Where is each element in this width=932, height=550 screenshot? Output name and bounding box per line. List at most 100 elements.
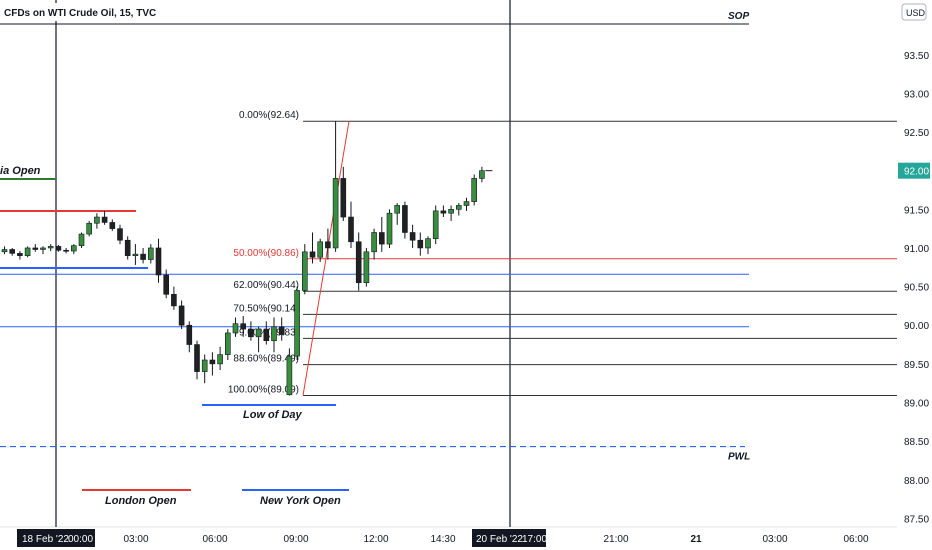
candle [217,346,223,371]
candle-body [140,253,146,260]
candle [317,238,324,262]
candle [132,244,139,265]
candle [1,246,8,255]
candle [78,232,85,248]
candle [71,244,77,255]
time-tick-label: 03:00 [123,534,148,545]
candle [40,246,46,255]
candle-body [171,294,177,307]
candle-body [363,251,370,284]
candle-body [94,216,100,224]
candle [201,354,208,384]
candle-body [109,222,116,229]
candle-body [332,178,339,249]
candle [117,224,123,245]
candle [301,244,308,295]
time-tick-label: 21 [690,534,702,545]
candle [101,210,108,225]
candle [140,247,146,264]
candle-body [71,245,77,252]
candle [402,201,408,239]
candle [386,209,393,248]
candle-body [24,247,31,256]
date-tag-left [17,529,95,547]
candle-body [402,205,408,233]
candle [394,203,401,225]
candle [479,166,485,183]
candle [278,317,285,341]
candle [340,166,347,221]
candle [355,232,362,291]
candle [263,321,270,345]
candle-body [463,201,470,206]
candle-body [471,178,478,202]
candle [432,205,439,245]
price-tick-label: 93.00 [904,89,929,100]
fib-level-label: 62.00%(90.44) [233,280,299,291]
price-tick-label: 90.00 [904,321,929,332]
currency-label: USD [906,8,926,18]
candle-body [340,178,347,218]
candle-body [409,232,416,241]
fib-level-label: 88.60%(89.49) [233,354,299,365]
candle-body [263,328,270,341]
price-axis [897,0,932,550]
price-tick-label: 88.00 [904,476,929,487]
candle-body [178,305,185,326]
candle [17,251,23,260]
title-background [0,3,134,21]
time-tick-label: 12:00 [363,534,388,545]
candle [425,236,431,255]
candle [9,247,15,256]
candle-body [132,253,139,256]
candle [294,286,300,360]
candle-body [271,326,277,341]
candle-body [186,324,193,345]
candle-body [17,253,23,256]
candle [455,203,462,216]
candle-body [148,247,154,260]
candle [63,247,69,254]
candle [409,224,416,248]
candle-body [117,228,123,241]
candle-body [155,247,162,276]
date-tag-left-time: 00:00 [68,534,93,545]
candle-body [294,290,300,357]
low-of-day-label: Low of Day [243,409,303,421]
price-tick-label: 87.50 [904,514,929,525]
candle [363,247,370,287]
price-tick-label: 92.50 [904,128,929,139]
price-tick-label: 91.50 [904,205,929,216]
candle [378,217,385,252]
candle [309,232,316,264]
candle [463,197,470,211]
candle-body [479,170,485,179]
candle-body [225,332,231,355]
date-tag-left-label: 18 Feb '22 [22,534,69,545]
candle [371,228,377,260]
candle [209,352,216,376]
candle-body [217,354,223,365]
candle [417,232,424,256]
candle-body [448,209,454,214]
price-tick-label: 89.50 [904,360,929,371]
chart-title: CFDs on WTI Crude Oil, 15, TVC [4,8,156,19]
candle [24,246,31,258]
candle-body [9,249,15,254]
candle [286,348,293,396]
candle-body [86,222,92,235]
candle [348,201,354,248]
candle-body [378,232,385,245]
price-tick-label: 88.50 [904,437,929,448]
price-tick-label: 89.00 [904,399,929,410]
candle-body [101,216,108,223]
candle-body [348,216,354,243]
candle-body [63,249,69,252]
candle [255,326,262,353]
candle [194,340,200,380]
candle-body [240,323,246,330]
candle-body [47,246,54,249]
currency-badge [901,3,927,21]
